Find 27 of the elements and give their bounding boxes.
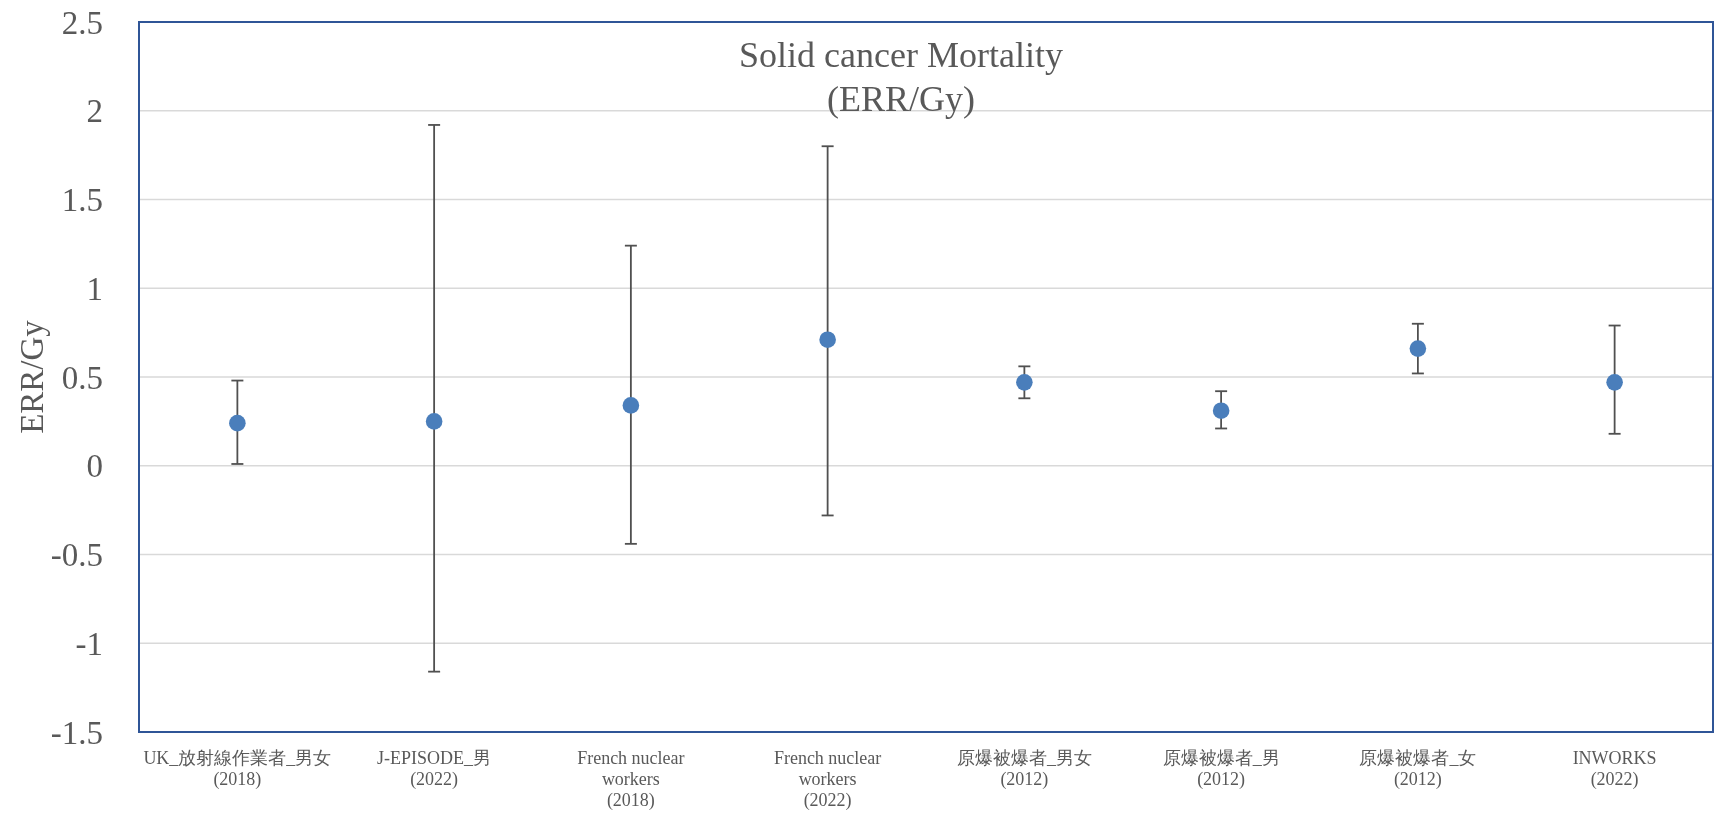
y-tick-label: -1 [75,625,103,662]
y-tick-label: 2.5 [61,4,103,41]
point [819,331,836,349]
point [1409,340,1427,357]
point [425,413,443,430]
x-tick-label: French nuclear workers (2022) [773,748,882,811]
y-tick-label: 2 [86,93,103,130]
point [622,397,640,414]
x-tick-label: 原爆被爆者_男女 (2012) [956,748,1092,790]
y-tick-label: 0 [86,448,103,485]
point [1016,374,1033,391]
y-tick-label: 0.5 [61,359,103,396]
y-tick-label: -1.5 [50,714,103,751]
point [1212,402,1230,420]
x-tick-label: 原爆被爆者_男 (2012) [1162,748,1280,790]
x-tick-label: UK_放射線作業者_男女 (2018) [143,748,332,790]
x-tick-label: J-EPISODE_男 (2022) [377,748,492,790]
text: Solid cancer Mortality (ERR/Gy) [739,35,1063,119]
y-tick-label: -0.5 [50,537,103,574]
x-tick-label: 原爆被爆者_女 (2012) [1359,748,1477,790]
y-axis-title: ERR/Gy [13,319,50,434]
point [1606,374,1623,391]
point [229,414,246,432]
x-tick-label: French nuclear workers (2018) [577,748,685,811]
y-tick-label: 1.5 [61,182,103,219]
x-tick-label: INWORKS (2022) [1572,748,1657,790]
y-tick-label: 1 [86,270,103,307]
